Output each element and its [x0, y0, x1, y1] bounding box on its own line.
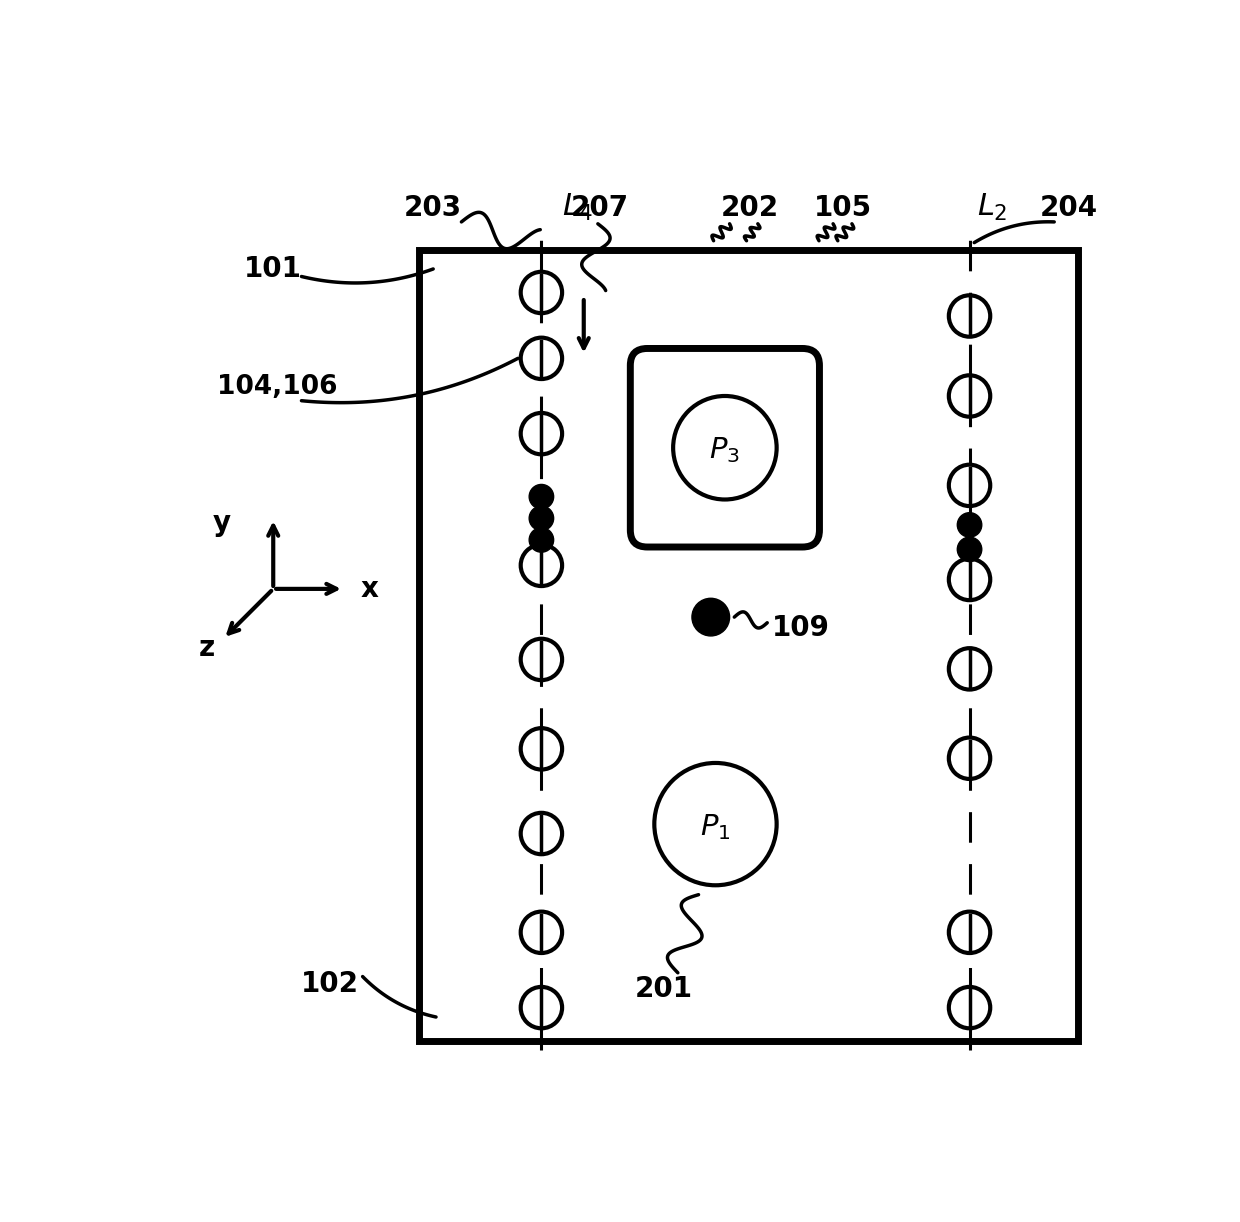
- Bar: [419, 251, 1078, 1041]
- Circle shape: [529, 528, 553, 552]
- Circle shape: [521, 728, 562, 770]
- Text: 101: 101: [244, 255, 303, 284]
- Circle shape: [521, 987, 562, 1028]
- Circle shape: [521, 912, 562, 953]
- Text: $\mathit{L}_2$: $\mathit{L}_2$: [977, 192, 1008, 224]
- Text: 109: 109: [773, 615, 830, 643]
- Circle shape: [521, 413, 562, 455]
- FancyBboxPatch shape: [630, 348, 820, 547]
- Text: $\mathit{L}_4$: $\mathit{L}_4$: [562, 192, 594, 224]
- Circle shape: [529, 506, 553, 530]
- Text: $P_1$: $P_1$: [701, 813, 730, 842]
- Circle shape: [949, 912, 991, 953]
- Circle shape: [949, 648, 991, 689]
- Circle shape: [949, 464, 991, 506]
- Text: 102: 102: [300, 970, 358, 998]
- Text: x: x: [361, 574, 378, 602]
- Circle shape: [521, 813, 562, 854]
- Circle shape: [521, 337, 562, 379]
- Circle shape: [521, 639, 562, 681]
- Circle shape: [521, 545, 562, 587]
- Circle shape: [949, 296, 991, 337]
- Circle shape: [692, 599, 729, 635]
- Circle shape: [949, 987, 991, 1028]
- Circle shape: [957, 538, 982, 562]
- Text: 105: 105: [813, 194, 872, 222]
- Circle shape: [529, 484, 553, 508]
- Text: $P_3$: $P_3$: [709, 436, 740, 466]
- Text: 203: 203: [404, 194, 463, 222]
- Circle shape: [655, 763, 776, 885]
- Circle shape: [673, 396, 776, 500]
- Text: 204: 204: [1039, 194, 1097, 222]
- Text: z: z: [198, 634, 215, 662]
- Circle shape: [949, 558, 991, 600]
- Text: y: y: [212, 510, 231, 536]
- Text: 104,106: 104,106: [217, 374, 337, 400]
- Text: 201: 201: [635, 975, 693, 1003]
- Circle shape: [949, 738, 991, 778]
- Circle shape: [521, 271, 562, 313]
- Circle shape: [957, 513, 982, 538]
- Circle shape: [949, 375, 991, 417]
- Text: 202: 202: [722, 194, 780, 222]
- Text: 207: 207: [570, 194, 629, 222]
